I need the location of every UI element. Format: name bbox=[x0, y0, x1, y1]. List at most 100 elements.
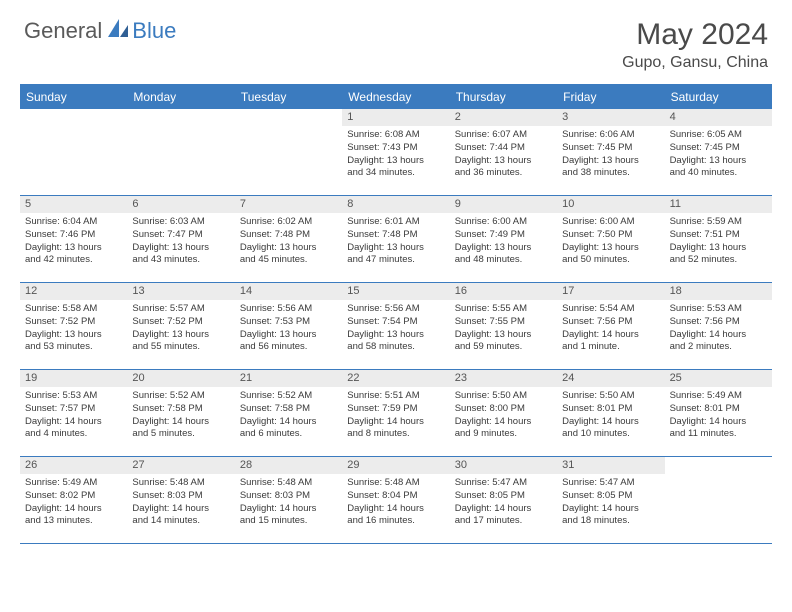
header: General Blue May 2024 Gupo, Gansu, China bbox=[0, 0, 792, 80]
day-number: 24 bbox=[557, 370, 664, 387]
day-detail-line: Sunset: 8:05 PM bbox=[562, 490, 659, 503]
day-detail-line: Daylight: 14 hours bbox=[132, 416, 229, 429]
calendar-day-cell: 2Sunrise: 6:07 AMSunset: 7:44 PMDaylight… bbox=[450, 109, 557, 195]
calendar-day-cell: 27Sunrise: 5:48 AMSunset: 8:03 PMDayligh… bbox=[127, 457, 234, 543]
weekday-header-cell: Tuesday bbox=[235, 85, 342, 109]
calendar-day-cell: . bbox=[665, 457, 772, 543]
day-number: 17 bbox=[557, 283, 664, 300]
calendar-day-cell: 22Sunrise: 5:51 AMSunset: 7:59 PMDayligh… bbox=[342, 370, 449, 456]
day-detail-line: Sunset: 7:45 PM bbox=[670, 142, 767, 155]
day-detail-line: and 5 minutes. bbox=[132, 428, 229, 441]
calendar-day-cell: 16Sunrise: 5:55 AMSunset: 7:55 PMDayligh… bbox=[450, 283, 557, 369]
day-number: 25 bbox=[665, 370, 772, 387]
day-number: 22 bbox=[342, 370, 449, 387]
day-number: 29 bbox=[342, 457, 449, 474]
day-number: 13 bbox=[127, 283, 234, 300]
day-detail-line: Sunset: 7:52 PM bbox=[132, 316, 229, 329]
calendar-day-cell: 11Sunrise: 5:59 AMSunset: 7:51 PMDayligh… bbox=[665, 196, 772, 282]
day-number: 4 bbox=[665, 109, 772, 126]
day-details: Sunrise: 6:01 AMSunset: 7:48 PMDaylight:… bbox=[342, 213, 449, 271]
day-detail-line: and 18 minutes. bbox=[562, 515, 659, 528]
weekday-header-cell: Wednesday bbox=[342, 85, 449, 109]
calendar-day-cell: . bbox=[127, 109, 234, 195]
day-number: 5 bbox=[20, 196, 127, 213]
day-detail-line: and 58 minutes. bbox=[347, 341, 444, 354]
day-detail-line: Sunset: 7:51 PM bbox=[670, 229, 767, 242]
day-number: 2 bbox=[450, 109, 557, 126]
weekday-header-cell: Saturday bbox=[665, 85, 772, 109]
day-details: Sunrise: 5:54 AMSunset: 7:56 PMDaylight:… bbox=[557, 300, 664, 358]
calendar-week-row: 26Sunrise: 5:49 AMSunset: 8:02 PMDayligh… bbox=[20, 457, 772, 544]
day-detail-line: Daylight: 13 hours bbox=[455, 329, 552, 342]
day-detail-line: and 50 minutes. bbox=[562, 254, 659, 267]
day-detail-line: Sunset: 7:49 PM bbox=[455, 229, 552, 242]
calendar-day-cell: 13Sunrise: 5:57 AMSunset: 7:52 PMDayligh… bbox=[127, 283, 234, 369]
day-detail-line: Sunset: 8:01 PM bbox=[670, 403, 767, 416]
calendar-day-cell: 1Sunrise: 6:08 AMSunset: 7:43 PMDaylight… bbox=[342, 109, 449, 195]
day-detail-line: Sunrise: 5:52 AM bbox=[240, 390, 337, 403]
day-detail-line: Daylight: 14 hours bbox=[562, 503, 659, 516]
day-detail-line: and 11 minutes. bbox=[670, 428, 767, 441]
calendar-day-cell: 28Sunrise: 5:48 AMSunset: 8:03 PMDayligh… bbox=[235, 457, 342, 543]
calendar-day-cell: 6Sunrise: 6:03 AMSunset: 7:47 PMDaylight… bbox=[127, 196, 234, 282]
day-detail-line: Daylight: 13 hours bbox=[240, 242, 337, 255]
day-details: Sunrise: 5:55 AMSunset: 7:55 PMDaylight:… bbox=[450, 300, 557, 358]
day-detail-line: Sunrise: 5:48 AM bbox=[240, 477, 337, 490]
day-details: Sunrise: 5:53 AMSunset: 7:57 PMDaylight:… bbox=[20, 387, 127, 445]
day-details: Sunrise: 5:57 AMSunset: 7:52 PMDaylight:… bbox=[127, 300, 234, 358]
calendar-day-cell: 31Sunrise: 5:47 AMSunset: 8:05 PMDayligh… bbox=[557, 457, 664, 543]
day-details: Sunrise: 5:58 AMSunset: 7:52 PMDaylight:… bbox=[20, 300, 127, 358]
day-detail-line: and 2 minutes. bbox=[670, 341, 767, 354]
day-details: Sunrise: 5:48 AMSunset: 8:04 PMDaylight:… bbox=[342, 474, 449, 532]
day-number: 18 bbox=[665, 283, 772, 300]
calendar-day-cell: 21Sunrise: 5:52 AMSunset: 7:58 PMDayligh… bbox=[235, 370, 342, 456]
calendar-day-cell: . bbox=[20, 109, 127, 195]
day-details: Sunrise: 5:52 AMSunset: 7:58 PMDaylight:… bbox=[127, 387, 234, 445]
day-detail-line: Daylight: 14 hours bbox=[347, 416, 444, 429]
day-detail-line: Sunset: 7:58 PM bbox=[240, 403, 337, 416]
day-detail-line: Sunset: 7:55 PM bbox=[455, 316, 552, 329]
day-detail-line: Daylight: 13 hours bbox=[670, 242, 767, 255]
day-number: 16 bbox=[450, 283, 557, 300]
weekday-header-cell: Friday bbox=[557, 85, 664, 109]
day-detail-line: Daylight: 14 hours bbox=[670, 416, 767, 429]
day-detail-line: Daylight: 13 hours bbox=[132, 242, 229, 255]
day-number: 28 bbox=[235, 457, 342, 474]
day-detail-line: Sunrise: 6:02 AM bbox=[240, 216, 337, 229]
day-detail-line: and 16 minutes. bbox=[347, 515, 444, 528]
calendar-day-cell: 20Sunrise: 5:52 AMSunset: 7:58 PMDayligh… bbox=[127, 370, 234, 456]
day-detail-line: Sunrise: 5:54 AM bbox=[562, 303, 659, 316]
day-number: 14 bbox=[235, 283, 342, 300]
weekday-header-row: SundayMondayTuesdayWednesdayThursdayFrid… bbox=[20, 85, 772, 109]
logo-sail-icon bbox=[108, 19, 130, 44]
day-detail-line: and 42 minutes. bbox=[25, 254, 122, 267]
calendar-week-row: 19Sunrise: 5:53 AMSunset: 7:57 PMDayligh… bbox=[20, 370, 772, 457]
day-detail-line: Sunrise: 5:50 AM bbox=[562, 390, 659, 403]
calendar-day-cell: 4Sunrise: 6:05 AMSunset: 7:45 PMDaylight… bbox=[665, 109, 772, 195]
day-detail-line: Sunset: 8:00 PM bbox=[455, 403, 552, 416]
day-number: 6 bbox=[127, 196, 234, 213]
day-detail-line: and 56 minutes. bbox=[240, 341, 337, 354]
day-detail-line: Daylight: 13 hours bbox=[132, 329, 229, 342]
day-details: Sunrise: 5:51 AMSunset: 7:59 PMDaylight:… bbox=[342, 387, 449, 445]
day-detail-line: Sunset: 7:53 PM bbox=[240, 316, 337, 329]
day-detail-line: Sunrise: 6:04 AM bbox=[25, 216, 122, 229]
day-number: 10 bbox=[557, 196, 664, 213]
day-number: 30 bbox=[450, 457, 557, 474]
day-detail-line: Daylight: 14 hours bbox=[455, 503, 552, 516]
day-details: Sunrise: 5:49 AMSunset: 8:02 PMDaylight:… bbox=[20, 474, 127, 532]
calendar-day-cell: 19Sunrise: 5:53 AMSunset: 7:57 PMDayligh… bbox=[20, 370, 127, 456]
day-detail-line: Daylight: 14 hours bbox=[562, 416, 659, 429]
page-title: May 2024 bbox=[622, 18, 768, 52]
logo-text-blue: Blue bbox=[132, 18, 176, 44]
day-detail-line: Daylight: 14 hours bbox=[670, 329, 767, 342]
day-detail-line: and 9 minutes. bbox=[455, 428, 552, 441]
day-detail-line: Daylight: 14 hours bbox=[240, 503, 337, 516]
day-detail-line: Sunrise: 5:47 AM bbox=[455, 477, 552, 490]
day-details: Sunrise: 5:50 AMSunset: 8:01 PMDaylight:… bbox=[557, 387, 664, 445]
day-detail-line: and 43 minutes. bbox=[132, 254, 229, 267]
calendar-day-cell: 3Sunrise: 6:06 AMSunset: 7:45 PMDaylight… bbox=[557, 109, 664, 195]
day-detail-line: and 6 minutes. bbox=[240, 428, 337, 441]
calendar-week-row: ...1Sunrise: 6:08 AMSunset: 7:43 PMDayli… bbox=[20, 109, 772, 196]
day-detail-line: Daylight: 13 hours bbox=[562, 155, 659, 168]
